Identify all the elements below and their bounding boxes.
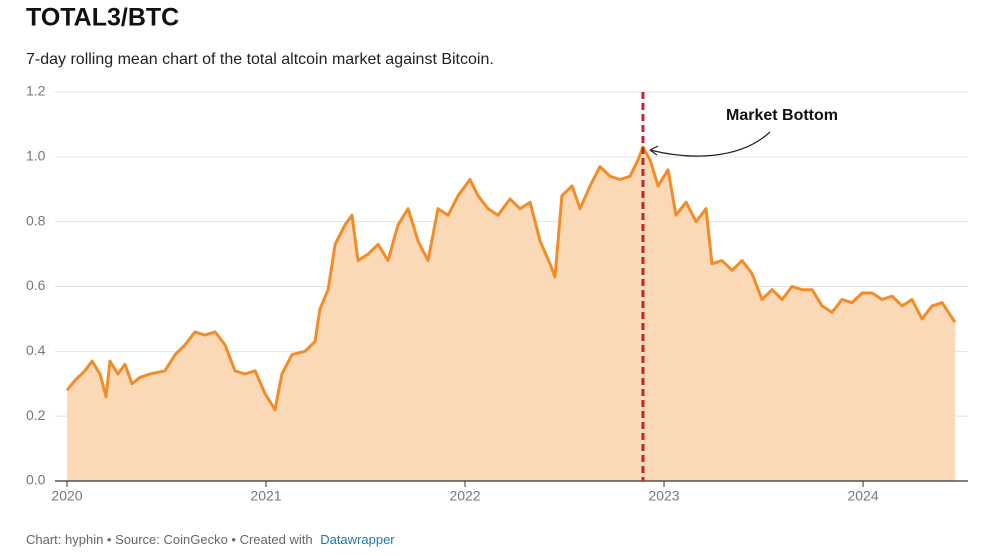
y-tick-label: 0.6 bbox=[26, 277, 46, 293]
footer: Chart: hyphin • Source: CoinGecko • Crea… bbox=[26, 532, 395, 547]
area-fill bbox=[67, 147, 955, 481]
y-tick-label: 0.8 bbox=[26, 212, 46, 228]
x-tick-label: 2024 bbox=[847, 488, 878, 504]
y-tick-label: 1.0 bbox=[26, 148, 46, 164]
x-tick-label: 2021 bbox=[250, 488, 281, 504]
y-tick-label: 1.2 bbox=[26, 83, 46, 99]
credit-link[interactable]: Datawrapper bbox=[320, 532, 395, 547]
x-tick-label: 2020 bbox=[51, 488, 82, 504]
arrow-head bbox=[649, 145, 659, 156]
y-tick-label: 0.4 bbox=[26, 342, 46, 358]
plot: 0.0 0.2 0.4 0.6 0.8 1.0 1.2 2020 2021 2022 2023 202… bbox=[26, 83, 968, 504]
x-tick-label: 2023 bbox=[648, 488, 679, 504]
annotation-arrow bbox=[649, 131, 771, 157]
y-tick-label: 0.2 bbox=[26, 407, 46, 423]
chart-title: TOTAL3/BTC bbox=[26, 4, 179, 32]
annotation-label: Market Bottom bbox=[726, 107, 838, 124]
x-tick-label: 2022 bbox=[449, 488, 480, 504]
line bbox=[65, 145, 957, 412]
source: Chart: hyphin • Source: CoinGecko • Crea… bbox=[26, 532, 313, 547]
chart-subtitle: 7-day rolling mean chart of the total al… bbox=[26, 51, 494, 68]
y-tick-label: 0.0 bbox=[26, 472, 46, 488]
